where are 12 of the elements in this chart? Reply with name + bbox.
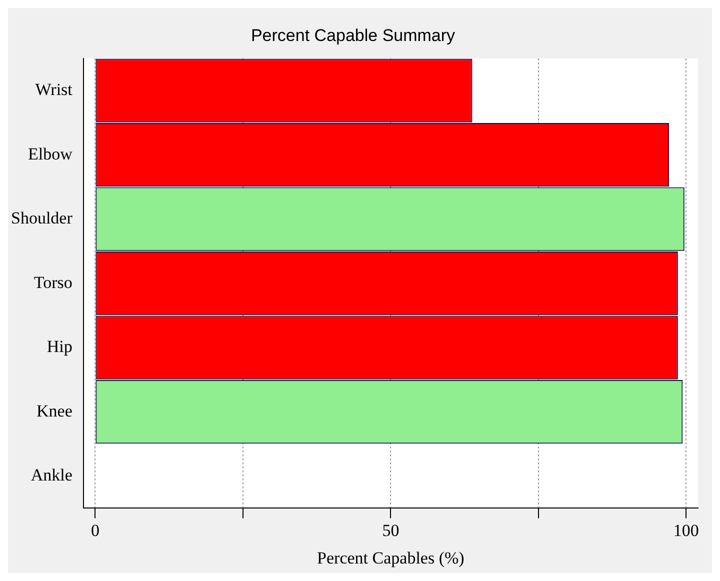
y-tick-label: Torso (34, 272, 72, 292)
y-tick-label: Knee (36, 401, 72, 420)
y-tick-label: Shoulder (10, 208, 73, 228)
x-tick-label: 0 (90, 520, 100, 540)
y-tick-label: Hip (46, 337, 72, 356)
chart-title: Percent Capable Summary (250, 26, 456, 45)
y-tick-label: Elbow (28, 144, 74, 164)
y-tick-label: Ankle (30, 466, 72, 485)
x-axis-title: Percent Capables (%) (317, 548, 464, 568)
x-tick-label: 100 (673, 520, 699, 540)
y-tick-label: Wrist (35, 80, 73, 99)
x-tick-label: 50 (382, 520, 400, 540)
